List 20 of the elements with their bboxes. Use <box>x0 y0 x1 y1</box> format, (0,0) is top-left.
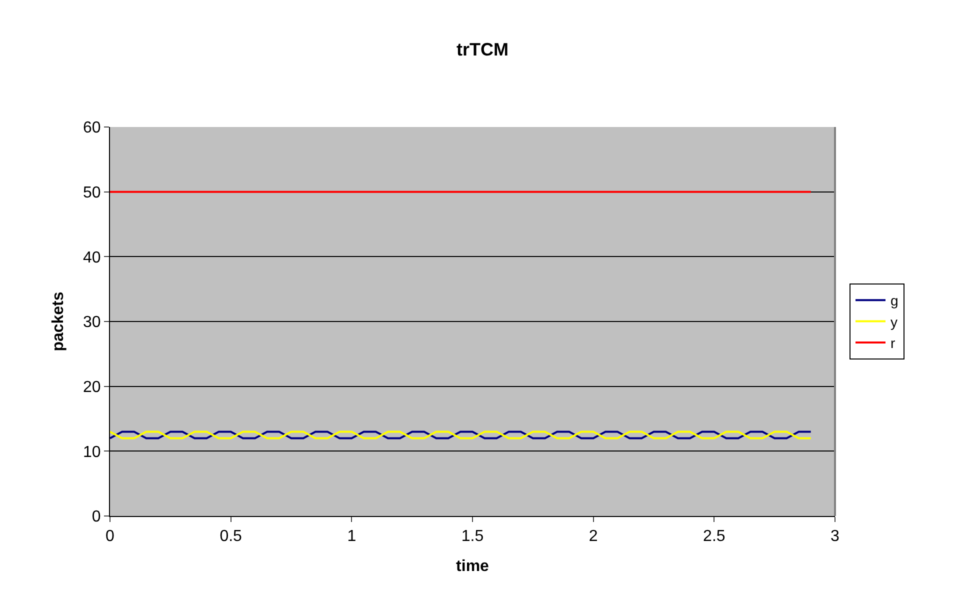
y-tick-label: 60 <box>83 120 101 137</box>
x-tick-label: 1 <box>347 528 356 546</box>
x-tick-label: 1.5 <box>461 528 484 546</box>
y-axis-title: packets <box>50 292 67 352</box>
x-tick-label: 2.5 <box>703 528 726 546</box>
x-axis-title: time <box>456 558 490 575</box>
y-tick-label: 40 <box>83 249 101 266</box>
legend-label: r <box>890 334 896 351</box>
x-tick-label: 0.5 <box>220 528 242 546</box>
x-tick-label: 0 <box>106 528 115 546</box>
y-tick-label: 20 <box>83 378 101 396</box>
x-tick-label: 3 <box>830 528 840 546</box>
legend-label: y <box>890 314 898 330</box>
y-tick-label: 0 <box>92 508 101 526</box>
x-tick-label: 2 <box>588 528 598 546</box>
y-tick-label: 10 <box>83 444 101 461</box>
chart-title: trTCM <box>456 39 508 60</box>
y-tick-label: 30 <box>83 314 101 332</box>
legend-label: g <box>890 292 898 309</box>
y-tick-label: 50 <box>83 184 101 202</box>
